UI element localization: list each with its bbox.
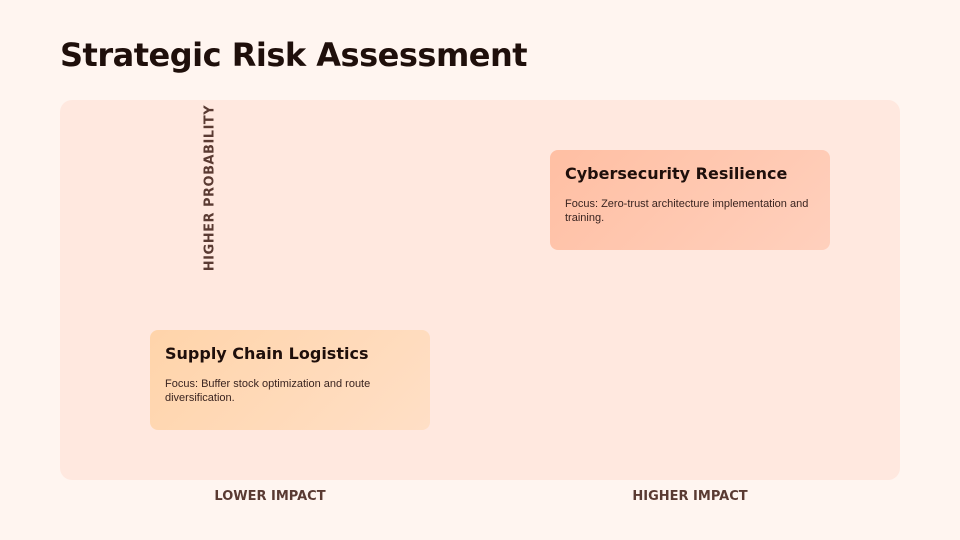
y-axis-label: HIGHER PROBABILITY [202,104,218,272]
card-title: Cybersecurity Resilience [565,164,788,183]
page-title: Strategic Risk Assessment [60,36,528,74]
risk-card-cybersecurity: Cybersecurity Resilience Focus: Zero-tru… [550,150,830,250]
risk-card-supply-chain: Supply Chain Logistics Focus: Buffer sto… [150,330,430,430]
x-axis-label-lower: LOWER IMPACT [214,489,326,504]
card-body: Focus: Buffer stock optimization and rou… [165,378,371,404]
x-axis-label-higher: HIGHER IMPACT [632,489,748,504]
card-title: Supply Chain Logistics [165,344,369,363]
card-body: Focus: Zero-trust architecture implement… [565,198,809,224]
